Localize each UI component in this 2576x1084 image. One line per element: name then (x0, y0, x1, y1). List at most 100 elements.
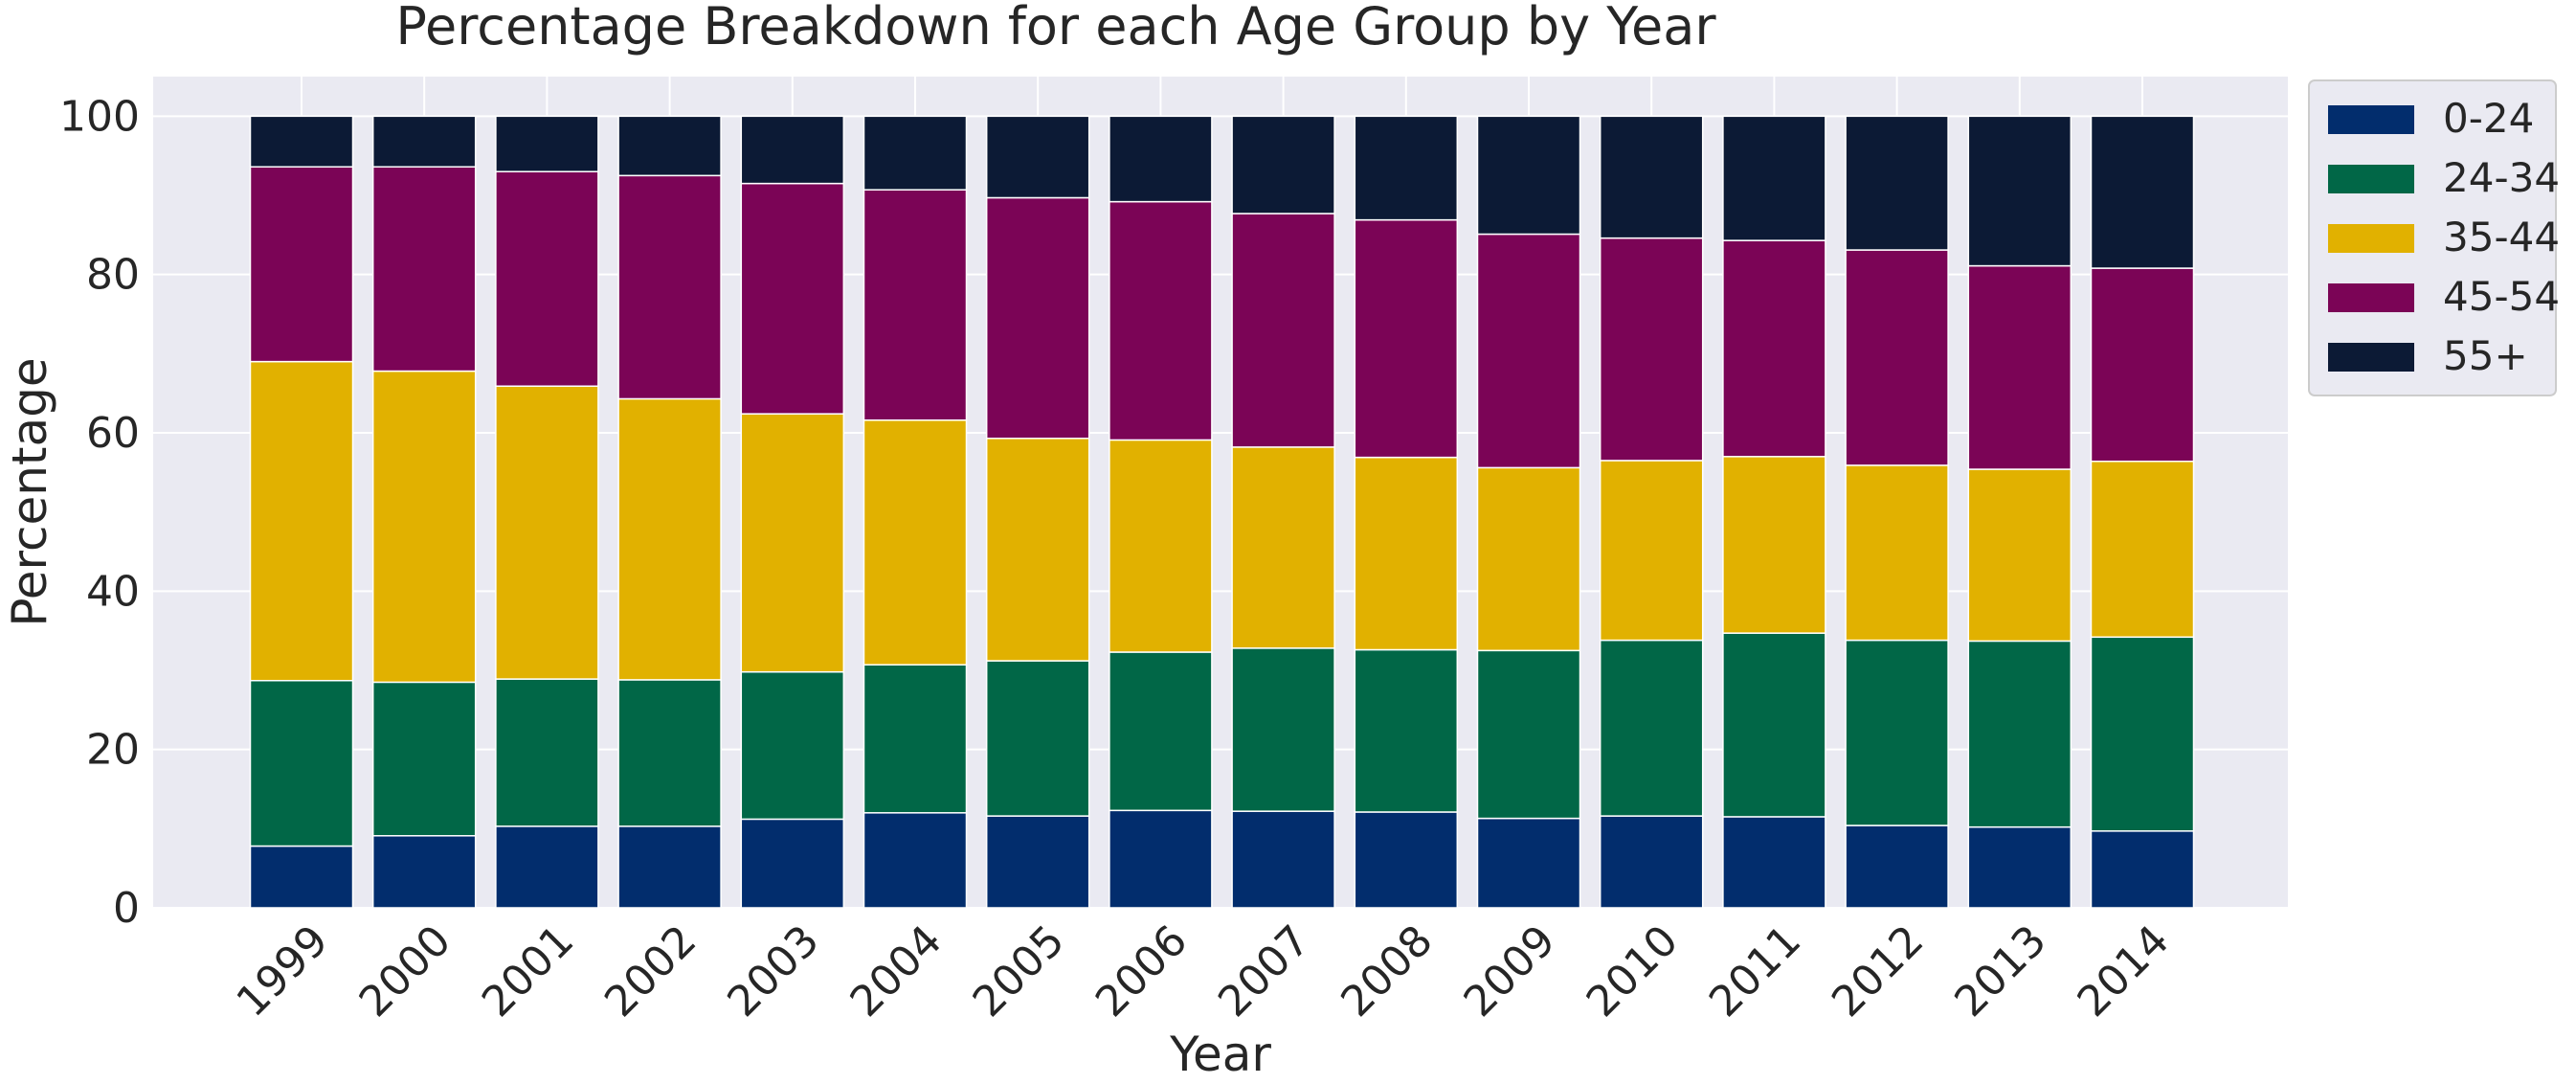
bar-segment-45-54-2002 (617, 174, 722, 400)
bar-segment-45-54-2012 (1845, 249, 1949, 466)
bar-segment-35-44-2014 (2090, 461, 2195, 639)
legend-swatch-45-54 (2328, 283, 2414, 312)
y-tick-label: 60 (86, 409, 140, 458)
bar-segment-0-24-2000 (371, 835, 477, 909)
bar-segment-24-34-1999 (249, 679, 354, 847)
bar-segment-24-34-2005 (985, 660, 1090, 817)
bar-segment-24-34-2013 (1967, 640, 2072, 828)
bar-segment-55+-2012 (1845, 115, 1949, 251)
y-tick-label: 80 (86, 251, 140, 300)
legend-swatch-24-34 (2328, 165, 2414, 193)
bar-segment-35-44-2013 (1967, 468, 2072, 643)
x-tick-label: 2001 (473, 916, 583, 1027)
bar-segment-24-34-2009 (1476, 649, 1581, 820)
legend-frame (2308, 79, 2557, 396)
x-tick-label: 2012 (1823, 916, 1933, 1027)
bar-segment-24-34-2006 (1109, 651, 1213, 812)
bar-segment-45-54-2013 (1967, 264, 2072, 470)
bar-segment-55+-1999 (249, 115, 354, 168)
bar-segment-24-34-2012 (1845, 639, 1949, 826)
bar-segment-55+-2007 (1231, 115, 1335, 215)
bar-segment-0-24-1999 (249, 845, 354, 909)
bar-segment-24-34-2003 (740, 670, 845, 821)
legend-label-45-54: 45-54 (2443, 273, 2560, 320)
legend: 0-24 24-34 35-44 45-54 55+ (2308, 79, 2560, 396)
bar-segment-45-54-2000 (371, 166, 477, 373)
x-tick-label: 2004 (841, 916, 952, 1027)
x-tick-label: 1999 (228, 916, 338, 1027)
bar-segment-0-24-2007 (1231, 810, 1335, 909)
bar-segment-55+-2000 (371, 115, 477, 168)
bars (249, 115, 2195, 909)
x-tick-label: 2010 (1578, 916, 1688, 1027)
y-tick-label: 0 (113, 884, 140, 933)
bar-segment-55+-2011 (1722, 115, 1826, 241)
bar-segment-0-24-2003 (740, 818, 845, 909)
bar-segment-55+-2003 (740, 115, 845, 185)
x-tick-label: 2013 (1945, 916, 2055, 1027)
x-tick-label: 2007 (1209, 916, 1319, 1027)
x-tick-label: 2006 (1086, 916, 1197, 1027)
bar-segment-0-24-2013 (1967, 825, 2072, 909)
bar-segment-35-44-2004 (862, 419, 968, 666)
bar-segment-35-44-2011 (1722, 456, 1826, 634)
y-tick-label: 40 (86, 567, 140, 616)
bar-segment-35-44-2007 (1231, 446, 1335, 649)
x-tick-label: 2009 (1455, 916, 1565, 1027)
bar-segment-55+-2001 (495, 115, 599, 172)
bar-segment-45-54-2007 (1231, 213, 1335, 448)
bar-segment-0-24-2005 (985, 815, 1090, 909)
legend-swatch-0-24 (2328, 105, 2414, 134)
bar-segment-45-54-2011 (1722, 239, 1826, 458)
bar-segment-45-54-2001 (495, 170, 599, 387)
x-axis-label: Year (1169, 1027, 1271, 1082)
bar-segment-55+-2004 (862, 115, 968, 191)
bar-segment-55+-2014 (2090, 115, 2195, 269)
y-tick-label: 20 (86, 726, 140, 775)
bar-segment-45-54-2003 (740, 182, 845, 415)
bar-segment-35-44-2003 (740, 413, 845, 673)
bar-segment-24-34-2004 (862, 664, 968, 814)
bar-segment-45-54-2014 (2090, 267, 2195, 463)
legend-label-24-34: 24-34 (2443, 154, 2560, 201)
bar-segment-0-24-2014 (2090, 830, 2195, 909)
x-tick-label: 2014 (2069, 916, 2179, 1027)
bar-segment-55+-2009 (1476, 115, 1581, 236)
bar-segment-45-54-2005 (985, 196, 1090, 440)
bar-segment-55+-2008 (1354, 115, 1459, 221)
bar-segment-55+-2002 (617, 115, 722, 177)
bar-segment-45-54-2010 (1599, 237, 1704, 462)
bar-segment-35-44-2008 (1354, 456, 1459, 651)
bar-segment-35-44-2009 (1476, 466, 1581, 652)
bar-segment-0-24-2008 (1354, 811, 1459, 909)
x-axis-ticks: 1999 2000 2001 2002 2003 2004 2005 2006 2007 2008… (228, 916, 2179, 1027)
x-tick-label: 2005 (964, 916, 1074, 1027)
bar-segment-24-34-2014 (2090, 636, 2195, 832)
bar-segment-24-34-2002 (617, 679, 722, 827)
legend-label-55+: 55+ (2443, 332, 2528, 379)
bar-segment-0-24-2006 (1109, 809, 1213, 909)
bar-segment-24-34-2000 (371, 681, 477, 837)
bar-segment-35-44-2006 (1109, 439, 1213, 653)
legend-label-35-44: 35-44 (2443, 214, 2560, 260)
bar-segment-24-34-2010 (1599, 639, 1704, 817)
x-tick-label: 2002 (595, 916, 706, 1027)
bar-segment-0-24-2001 (495, 825, 599, 909)
bar-segment-45-54-2008 (1354, 218, 1459, 459)
bar-segment-45-54-1999 (249, 166, 354, 363)
bar-segment-45-54-2004 (862, 189, 968, 421)
bar-segment-35-44-2002 (617, 397, 722, 681)
bar-segment-45-54-2006 (1109, 200, 1213, 441)
bar-segment-24-34-2007 (1231, 647, 1335, 812)
legend-items: 0-24 24-34 35-44 45-54 55+ (2328, 95, 2560, 379)
x-tick-label: 2011 (1700, 916, 1810, 1027)
bar-segment-24-34-2011 (1722, 632, 1826, 818)
x-tick-label: 2008 (1332, 916, 1442, 1027)
x-tick-label: 2000 (350, 916, 460, 1027)
bar-segment-35-44-2012 (1845, 464, 1949, 642)
bar-segment-55+-2013 (1967, 115, 2072, 267)
x-tick-label: 2003 (718, 916, 828, 1027)
bar-segment-45-54-2009 (1476, 233, 1581, 469)
legend-swatch-55+ (2328, 343, 2414, 372)
bar-segment-0-24-2010 (1599, 815, 1704, 909)
